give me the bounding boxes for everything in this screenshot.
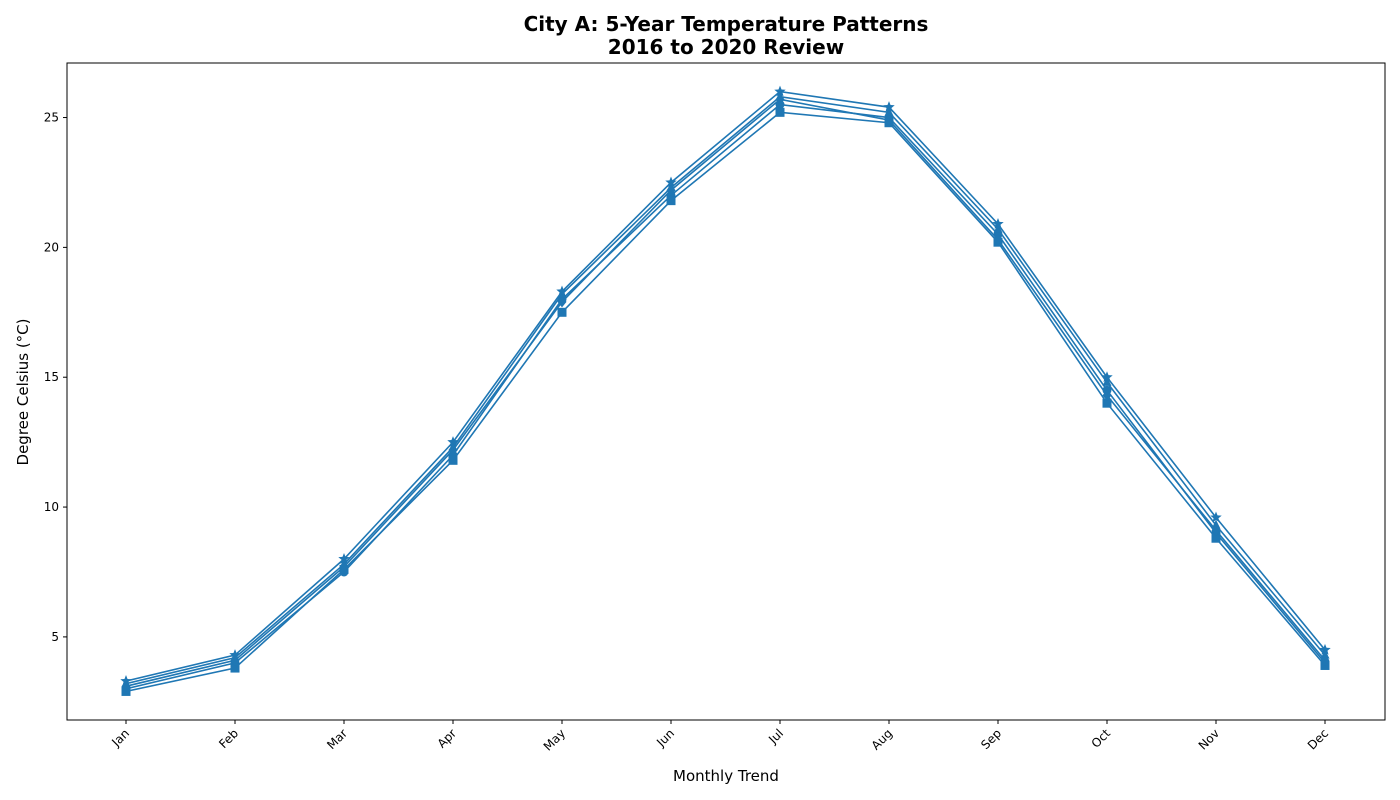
data-point	[993, 234, 1003, 246]
data-point	[884, 114, 894, 126]
series-circle	[121, 100, 1330, 694]
data-point	[1211, 524, 1221, 536]
data-point	[556, 285, 568, 297]
series-line	[125, 103, 1326, 690]
data-point	[448, 444, 458, 456]
chart-title-line-2: 2016 to 2020 Review	[608, 35, 844, 59]
series-layer	[120, 85, 1331, 696]
series-triangle	[121, 91, 1330, 688]
data-point	[120, 675, 132, 686]
data-point	[1102, 398, 1112, 408]
data-point	[339, 561, 349, 573]
data-point	[884, 106, 894, 116]
data-point	[1211, 533, 1221, 543]
data-point	[666, 184, 676, 196]
y-tick-label: 15	[44, 370, 59, 384]
y-tick-label: 10	[44, 500, 59, 514]
series-diamond	[121, 93, 1330, 692]
series-line	[125, 95, 1326, 685]
series-star	[120, 85, 1331, 686]
data-point	[447, 436, 459, 447]
series-line	[125, 111, 1326, 693]
data-point	[1319, 643, 1331, 655]
x-tick-label: Dec	[1305, 726, 1331, 752]
data-point	[883, 101, 895, 112]
x-tick-label: Sep	[978, 726, 1004, 752]
x-tick-label: Nov	[1196, 726, 1222, 752]
data-point	[993, 223, 1003, 233]
series-line	[125, 90, 1326, 682]
x-tick-label: Jul	[765, 726, 786, 747]
x-tick-label: Jan	[108, 726, 132, 750]
data-point	[229, 649, 241, 660]
data-point	[557, 296, 567, 308]
x-tick-label: Feb	[216, 726, 241, 751]
data-point	[775, 107, 785, 117]
y-axis: 5 10 15 20 25	[44, 111, 67, 644]
data-point	[448, 455, 458, 465]
data-point	[666, 196, 676, 206]
data-point	[338, 553, 350, 564]
data-point	[1102, 376, 1112, 386]
chart-title-line-1: City A: 5-Year Temperature Patterns	[524, 12, 929, 36]
data-point	[1102, 389, 1112, 401]
y-tick-label: 25	[44, 111, 59, 125]
x-axis: Jan Feb Mar Apr May Jun Jul Aug Sep Oct Nov Dec	[108, 720, 1331, 754]
x-tick-label: May	[541, 726, 568, 753]
x-axis-label: Monthly Trend	[673, 767, 779, 785]
data-point	[992, 218, 1004, 229]
data-point	[1210, 511, 1222, 523]
x-tick-label: Jun	[653, 726, 677, 750]
x-tick-label: Oct	[1089, 726, 1114, 751]
series-line	[125, 98, 1326, 688]
series-square	[121, 107, 1330, 696]
x-tick-label: Mar	[324, 726, 350, 752]
x-tick-label: Apr	[435, 726, 460, 751]
y-tick-label: 20	[44, 240, 59, 254]
data-point	[774, 85, 786, 97]
data-point	[557, 307, 567, 317]
data-point	[665, 176, 677, 188]
y-tick-label: 5	[51, 630, 59, 644]
data-point	[1320, 654, 1330, 666]
data-point	[1101, 371, 1113, 383]
data-point	[775, 93, 785, 105]
data-point	[230, 663, 240, 673]
data-point	[1320, 649, 1330, 659]
y-axis-label: Degree Celsius (°C)	[14, 319, 32, 466]
plot-area-frame	[66, 62, 1386, 721]
x-tick-label: Aug	[869, 726, 895, 752]
